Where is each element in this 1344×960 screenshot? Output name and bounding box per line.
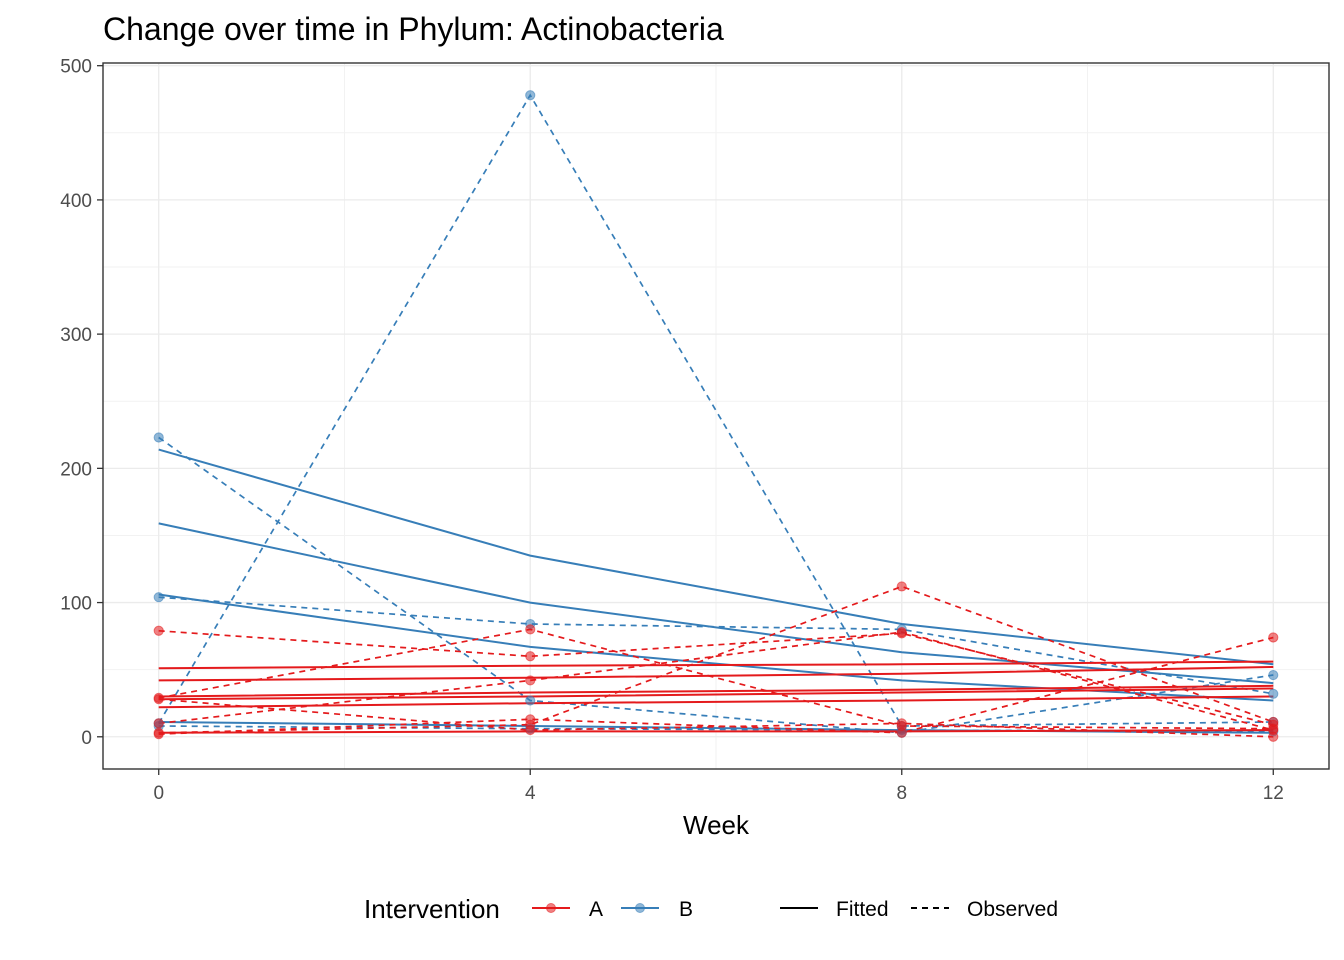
data-point-a (896, 727, 907, 738)
x-tick-label: 4 (525, 783, 536, 804)
series-b-fitted-line-1 (158, 522, 1274, 685)
legend: Intervention A B Fitted Observed (364, 894, 1058, 924)
panel-border (102, 62, 1330, 770)
series-a-observed-line-15 (158, 628, 1274, 730)
y-tick-label: 400 (60, 191, 92, 212)
data-point-b (153, 432, 164, 443)
series-a-fitted-line-10 (158, 684, 1274, 698)
data-point-a (1268, 731, 1279, 742)
series-a-fitted-line-13 (158, 729, 1274, 734)
y-tick-label: 300 (60, 325, 92, 346)
x-tick-label: 0 (153, 783, 164, 804)
data-point-a (525, 724, 536, 736)
axes: 0 4 8 12 0 100 200 300 400 500 (60, 57, 1284, 804)
legend-label-b: B (679, 898, 693, 921)
data-point-a (153, 718, 164, 729)
legend-key-fitted: Fitted (780, 898, 889, 921)
series-b-observed-line-4 (157, 93, 1274, 727)
x-tick-label: 8 (896, 783, 907, 804)
data-point-a (153, 694, 164, 705)
x-tick-label: 12 (1263, 783, 1284, 804)
y-tick-label: 500 (60, 57, 92, 78)
data-point-a (896, 626, 907, 638)
series-a-observed-line-18 (158, 636, 1274, 735)
legend-key-b: B (621, 898, 693, 921)
data-point-a (153, 625, 164, 636)
series-b-fitted-line-0 (158, 448, 1274, 666)
data-point-b (525, 695, 536, 706)
series-a-fitted-line-12 (158, 695, 1274, 709)
y-tick-label: 0 (81, 728, 92, 749)
series-points (153, 90, 1279, 742)
legend-label-observed: Observed (967, 898, 1058, 921)
chart-title: Change over time in Phylum: Actinobacter… (103, 11, 724, 47)
data-point-a (525, 624, 536, 635)
legend-key-observed: Observed (911, 898, 1058, 921)
data-point-a (153, 729, 164, 740)
data-point-a (525, 675, 536, 686)
legend-key-a: A (532, 898, 603, 921)
x-axis-title: Week (683, 810, 750, 840)
y-tick-label: 100 (60, 594, 92, 615)
data-point-b (153, 592, 164, 603)
series-a-observed-line-17 (158, 631, 1274, 731)
y-tick-label: 200 (60, 459, 92, 480)
legend-label-a: A (589, 898, 603, 921)
data-point-a (896, 718, 907, 729)
data-point-b (525, 90, 536, 101)
series-a-fitted-line-9 (158, 666, 1274, 682)
grid (103, 63, 1329, 769)
series-b-observed-line-5 (158, 436, 1274, 734)
series-a-fitted-line-8 (158, 660, 1274, 670)
legend-key-a-point (546, 903, 556, 913)
series-a-fitted-line-11 (158, 687, 1274, 701)
data-point-a (525, 714, 536, 725)
data-point-a (1268, 632, 1279, 643)
data-point-a (896, 581, 907, 592)
legend-key-b-point (635, 903, 645, 913)
data-point-b (1268, 669, 1279, 681)
series-a-observed-line-14 (158, 629, 1274, 726)
legend-title: Intervention (364, 894, 500, 924)
data-point-b (1268, 688, 1279, 699)
legend-label-fitted: Fitted (836, 898, 889, 921)
series-lines (157, 93, 1274, 738)
data-point-a (525, 651, 536, 662)
